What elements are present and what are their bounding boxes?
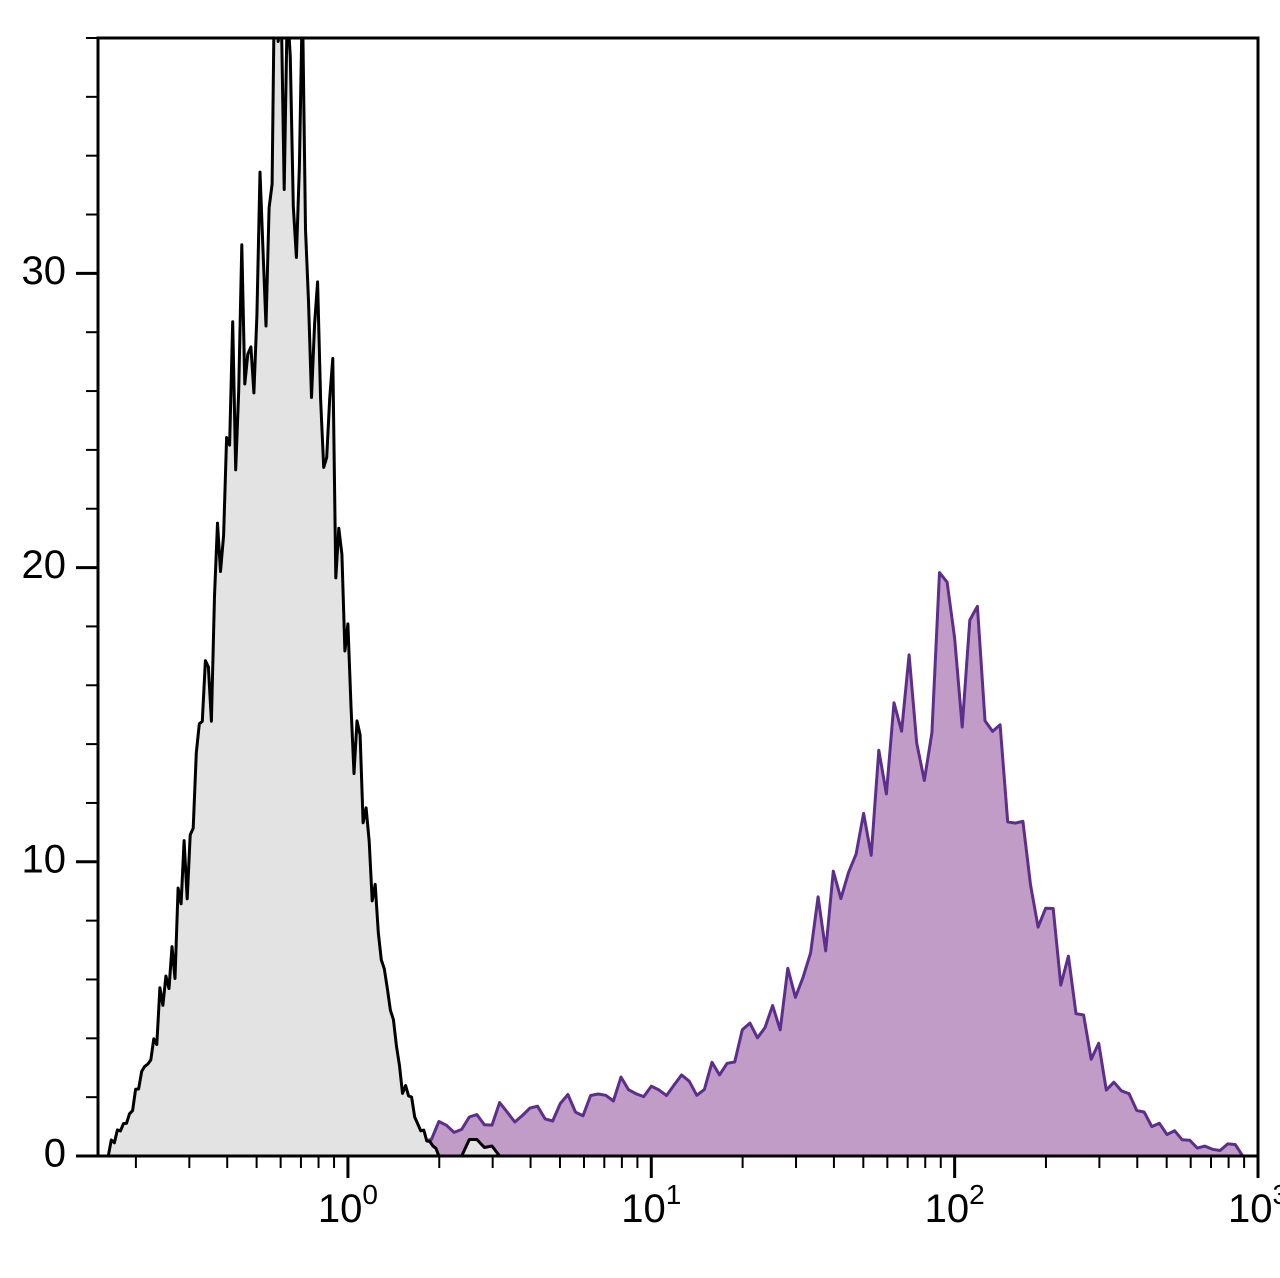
chart-container: 0 10 20 30 100 101 102 103 [0,0,1280,1278]
flow-cytometry-histogram: 0 10 20 30 100 101 102 103 [0,0,1280,1278]
x-tick-label: 100 [318,1179,378,1231]
y-tick-label: 10 [22,837,67,881]
y-tick-label: 20 [22,543,67,587]
x-tick-label: 101 [621,1179,681,1231]
x-tick-label: 103 [1228,1179,1280,1231]
x-tick-label: 102 [925,1179,985,1231]
y-tick-label: 30 [22,249,67,293]
series-control [99,0,507,1156]
y-tick-label: 0 [44,1132,66,1176]
